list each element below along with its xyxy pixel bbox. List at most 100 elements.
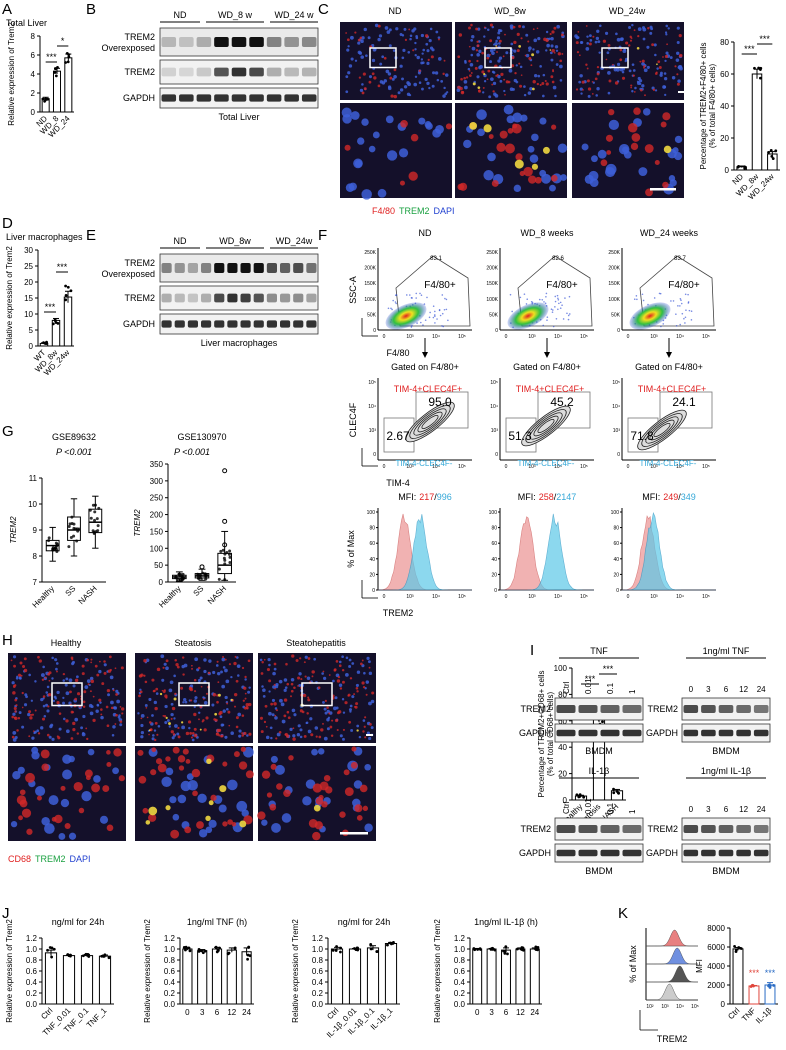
nucleus [237, 712, 242, 717]
label: 50K [367, 312, 377, 318]
nucleus [192, 734, 195, 737]
data-dot [47, 539, 51, 543]
nucleus [174, 724, 178, 728]
nucleus [440, 79, 444, 83]
label: 250K [364, 250, 376, 256]
nucleus [552, 85, 557, 90]
event [642, 299, 645, 302]
nucleus [418, 81, 422, 84]
event [416, 322, 418, 324]
blot-caption: BMDM [585, 746, 613, 756]
nucleus [309, 717, 313, 721]
y-tick-label: 11 [29, 474, 38, 483]
label: 10³ [661, 1004, 669, 1010]
red-stain [368, 80, 372, 84]
red-stain [355, 702, 359, 706]
label: 10⁴ [676, 464, 684, 470]
red-stain [274, 714, 277, 717]
event [545, 295, 547, 298]
red-stain [551, 49, 555, 53]
red-stain [213, 718, 217, 721]
red-stain [260, 730, 264, 734]
red-stain [241, 714, 245, 717]
gate [517, 255, 593, 327]
panel-letter: B [86, 1, 96, 18]
y-tick-label: 0.2 [26, 989, 38, 998]
red-stain [243, 731, 247, 735]
nucleus [387, 85, 392, 89]
label: 10⁴ [676, 594, 684, 600]
nucleus [169, 796, 177, 804]
x-tick-label: 0 [475, 1008, 480, 1017]
red-stain [518, 62, 521, 65]
zoom-frame [178, 682, 210, 707]
mfi-blue: 996 [437, 492, 452, 502]
blot-band [701, 825, 716, 833]
data-dot [516, 947, 519, 951]
yellow-stain [165, 805, 171, 811]
blot-band [174, 262, 185, 274]
blot-band [280, 262, 291, 274]
nucleus [341, 698, 345, 701]
data-dot [504, 945, 508, 948]
red-stain [614, 81, 619, 85]
blot-band [201, 320, 212, 328]
x-tick-label: 0 [185, 1008, 190, 1017]
label: 0 [495, 328, 498, 334]
nucleus [184, 700, 188, 704]
red-stain [109, 668, 112, 672]
nucleus [345, 656, 349, 660]
nucleus [367, 660, 371, 664]
nucleus [194, 696, 198, 700]
red-stain [553, 26, 557, 30]
red-stain [443, 59, 446, 62]
blot-band [196, 36, 212, 48]
red-stain [193, 727, 197, 731]
blot-band [179, 94, 194, 102]
yellow-stain [148, 729, 151, 732]
nucleus [272, 671, 276, 676]
data-dot [67, 545, 71, 549]
nucleus [314, 726, 319, 730]
red-stain [487, 69, 491, 73]
nucleus [676, 51, 680, 55]
data-dot [223, 558, 227, 562]
data-dot [489, 947, 493, 951]
chart-title: ng/ml for 24h [52, 917, 105, 927]
blot-band [253, 293, 264, 303]
y-tick-label: 0.6 [164, 967, 176, 976]
y-tick-label: 150 [150, 527, 164, 536]
blot-band [600, 849, 620, 857]
bar [348, 948, 362, 1005]
nucleus [399, 88, 404, 92]
event [684, 293, 687, 296]
blot-band [718, 849, 734, 857]
y-tick-label: 100 [554, 664, 568, 673]
label: F4/80 [386, 348, 409, 358]
nucleus [181, 725, 186, 730]
red-stain [233, 692, 238, 697]
nucleus [335, 706, 339, 710]
data-dot [179, 578, 183, 582]
nucleus [153, 729, 157, 732]
blot-band [600, 705, 620, 713]
nucleus [65, 691, 70, 696]
nucleus [477, 27, 481, 31]
red-stain [13, 664, 16, 668]
red-stain [630, 142, 639, 151]
red-stain [602, 39, 607, 43]
label: 10⁴ [676, 334, 684, 340]
red-stain [21, 691, 24, 695]
mfi-prefix: MFI: [518, 492, 536, 502]
red-stain [496, 142, 506, 152]
red-stain [365, 693, 368, 696]
label: 2.67 [386, 429, 410, 443]
annotation: P <0.001 [174, 447, 210, 457]
red-stain [552, 70, 555, 73]
data-dot [184, 948, 187, 952]
label: F4/80+ [424, 280, 456, 291]
nucleus [361, 36, 365, 40]
blot-band [600, 825, 620, 833]
red-stain [148, 733, 150, 736]
nucleus [236, 800, 248, 812]
